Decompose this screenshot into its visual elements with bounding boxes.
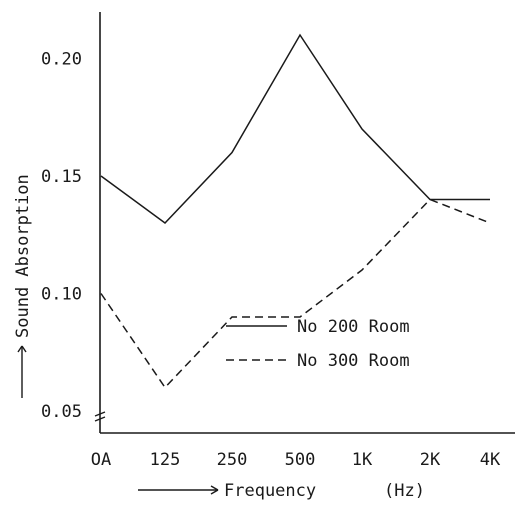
x-axis-unit-label: (Hz) [384,481,425,501]
axis-break-stroke-1 [94,411,106,417]
x-tick-label: 1K [352,450,373,470]
x-tick-label: 2K [420,450,441,470]
axis-labels: Sound Absorption Frequency (Hz) [13,174,425,501]
y-axis-arrow-head [17,345,27,353]
legend: No 200 Room No 300 Room [226,317,410,371]
x-axis-label: Frequency [224,481,316,501]
legend-label-1: No 200 Room [297,317,410,337]
x-axis-arrow-head [210,485,219,495]
y-axis-label: Sound Absorption [13,174,33,338]
series-line-1 [100,33,490,224]
x-ticks: OA 125 250 500 1K 2K 4K [91,450,501,470]
y-ticks: 0.05 0.10 0.15 0.20 [41,50,82,423]
y-tick-label: 0.20 [41,50,82,70]
axes [94,12,515,434]
x-tick-label: 125 [150,450,181,470]
x-tick-label: 500 [285,450,316,470]
legend-label-2: No 300 Room [297,351,410,371]
series-line-2 [100,198,491,389]
axis-break-stroke-2 [94,416,106,422]
y-tick-label: 0.10 [41,285,82,305]
y-tick-label: 0.15 [41,167,82,187]
y-axis-label-group: Sound Absorption [13,174,33,398]
x-tick-label: 4K [480,450,501,470]
x-tick-label: 250 [217,450,248,470]
series [100,33,491,389]
axis-break-mark [94,411,106,422]
x-tick-label: OA [91,450,111,470]
y-tick-label: 0.05 [41,402,82,422]
